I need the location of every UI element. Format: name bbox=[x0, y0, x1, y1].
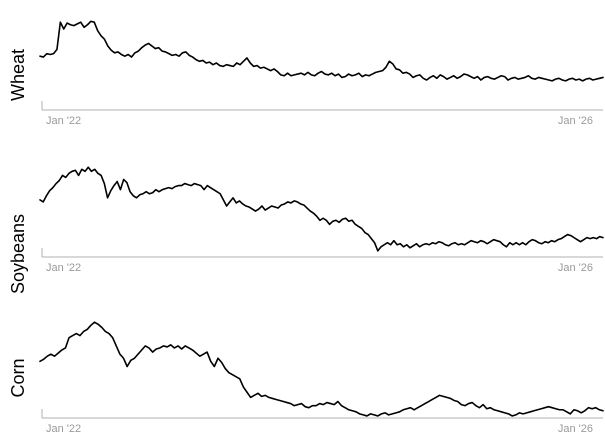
corn-price-line bbox=[39, 321, 604, 417]
wheat-price-line bbox=[39, 20, 604, 82]
soybeans-tick-label-end: Jan '26 bbox=[558, 262, 593, 274]
wheat-tick-label-start: Jan '22 bbox=[46, 115, 81, 127]
corn-label: Corn bbox=[8, 358, 28, 397]
corn-tick-label-start: Jan '22 bbox=[46, 423, 81, 434]
corn-panel: Corn Jan '22 Jan '26 bbox=[8, 321, 604, 434]
soybeans-tick-label-start: Jan '22 bbox=[46, 262, 81, 274]
soybeans-panel: Soybeans Jan '22 Jan '26 bbox=[8, 166, 604, 294]
soybeans-price-line bbox=[39, 166, 604, 252]
wheat-panel: Wheat Jan '22 Jan '26 bbox=[8, 20, 604, 127]
wheat-label: Wheat bbox=[8, 49, 28, 101]
wheat-tick-label-end: Jan '26 bbox=[558, 115, 593, 127]
soybeans-label: Soybeans bbox=[8, 214, 28, 294]
corn-tick-label-end: Jan '26 bbox=[558, 423, 593, 434]
